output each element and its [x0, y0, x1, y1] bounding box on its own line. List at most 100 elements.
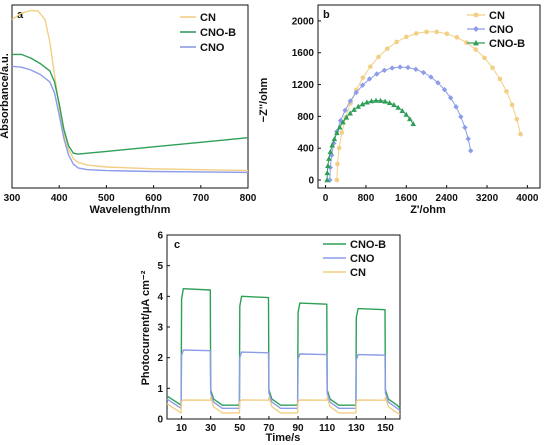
panel-b-point-cn: [490, 65, 495, 71]
panel-b-point-cn: [473, 47, 479, 52]
panel-b-point-cno: [458, 114, 464, 120]
panel-b-xtick-label: 1600: [395, 193, 418, 204]
panel-b-point-cno-b: [407, 116, 413, 122]
panel-a-xtick-label: 300: [4, 193, 21, 204]
panel-b-point-cno-b: [373, 97, 379, 103]
panel-b-point-cno: [441, 87, 448, 93]
panel-c-series-cno-b: [166, 288, 401, 409]
panel-c-ytick-label: 3: [157, 323, 163, 334]
panel-b-point-cn: [384, 46, 390, 51]
panel-b-point-cn: [518, 131, 523, 137]
panel-c-legend-label: CNO-B: [350, 239, 386, 251]
panel-b-xtick-label: 0: [323, 193, 329, 204]
panel-b-ytick-label: 1200: [292, 80, 315, 91]
panel-b-point-cno: [468, 148, 474, 154]
panel-b-point-cno-b: [399, 107, 406, 113]
panel-c-ytick-label: 2: [157, 353, 163, 364]
panel-a-xtick-label: 400: [51, 193, 68, 204]
panel-b-point-cno-b: [386, 99, 393, 106]
panel-a-series-cno: [11, 65, 249, 174]
panel-b-point-cn: [336, 145, 342, 151]
panel-b-xlabel: Z'/ohm: [410, 204, 446, 216]
panel-c-ytick-label: 4: [157, 292, 163, 303]
panel-b-legend-label: CNO-B: [489, 38, 525, 50]
panel-b-ytick-label: 1600: [292, 48, 315, 59]
panel-b-ytick-label: 400: [297, 144, 314, 155]
panel-b-point-cn: [368, 64, 373, 69]
panel-b-point-cno-b: [324, 170, 331, 176]
panel-b-point-cno: [435, 80, 441, 86]
panel-c-xlabel: Time/s: [266, 432, 301, 444]
panel-b-point-cn: [339, 130, 345, 135]
panel-b-point-cno-b: [334, 130, 340, 136]
panel-c-letter: c: [174, 239, 180, 251]
panel-b-chart: b 0 800 1600 2400 3200 4000 0 400 800 1200 1600 20…: [258, 4, 541, 216]
panel-c-chart: c 10 30 50 70 90 110 130 150 0 1 2 3 4 5 6 Time/s Pho…: [140, 231, 401, 444]
panel-b-xtick-label: 3200: [476, 193, 499, 204]
panel-b-xtick-label: 4000: [516, 193, 539, 204]
panel-b-point-cno-b: [359, 101, 366, 107]
panel-c-xtick-label: 110: [319, 423, 336, 434]
panel-a-xtick-label: 500: [98, 193, 115, 204]
panel-b-ytick-label: 800: [297, 112, 314, 123]
panel-b-point-cn: [497, 76, 503, 82]
panel-b-point-cno: [347, 98, 354, 104]
panel-c-xtick-label: 10: [176, 423, 188, 434]
panel-b-legend-marker: [473, 40, 479, 46]
panel-b-point-cno: [428, 74, 434, 80]
panel-a-xtick-label: 800: [240, 193, 257, 204]
panel-a-series-cn: [11, 9, 249, 172]
panel-b-point-cn: [360, 75, 366, 80]
panel-b-xtick-label: 800: [358, 193, 375, 204]
panel-b-series-cno-line: [329, 66, 472, 181]
panel-b-point-cno: [353, 89, 359, 96]
panel-c-series-cno: [166, 349, 401, 411]
panel-b-point-cno: [342, 107, 348, 114]
panel-b-point-cn: [335, 161, 340, 167]
panel-b-point-cno: [389, 65, 395, 71]
panel-b-point-cn: [444, 31, 450, 37]
panel-c-xtick-label: 90: [293, 423, 305, 434]
panel-c-ylabel: Photocurrent/μA cm⁻²: [140, 270, 152, 385]
panel-b-point-cno-b: [410, 120, 417, 127]
panel-c-series-cn: [166, 396, 401, 415]
panel-b-point-cno-b: [395, 104, 402, 110]
panel-b-frame: [317, 4, 541, 189]
panel-b-point-cno-b: [391, 102, 397, 108]
panel-b-point-cno: [462, 124, 468, 131]
panel-a-letter: a: [17, 9, 24, 21]
panel-b-legend-marker: [473, 12, 479, 18]
panel-b-point-cno-b: [355, 103, 362, 109]
panel-b-point-cn: [464, 40, 469, 45]
panel-a-legend-label: CNO: [200, 42, 225, 54]
panel-a-frame: [11, 4, 249, 189]
panel-b-point-cno: [465, 136, 471, 142]
panel-b-point-cno-b: [324, 177, 330, 183]
panel-b-point-cn: [413, 31, 419, 36]
panel-c-xtick-label: 150: [377, 423, 394, 434]
panel-c-ytick-label: 6: [157, 231, 163, 242]
panel-c-xtick-label: 130: [348, 423, 365, 434]
panel-b-point-cno-b: [327, 149, 334, 155]
panel-b-point-cn: [434, 29, 439, 35]
panel-b-point-cno-b: [351, 106, 357, 112]
panel-c-ytick-label: 1: [157, 384, 163, 395]
panel-a-xtick-label: 600: [145, 193, 162, 204]
panel-b-legend-label: CN: [489, 10, 505, 22]
panel-c-legend-label: CNO: [350, 253, 375, 265]
panel-a-legend-label: CNO-B: [200, 27, 236, 39]
panel-b-point-cno: [413, 66, 419, 73]
panel-b-xtick-label: 2400: [436, 193, 459, 204]
panel-b-point-cn: [394, 39, 399, 45]
panel-b-ytick-label: 2000: [292, 16, 315, 27]
panel-b-point-cno: [453, 104, 459, 110]
panel-b-point-cno-b: [364, 99, 370, 105]
panel-b-point-cno: [397, 64, 403, 70]
panel-b-point-cno: [366, 76, 373, 82]
panel-b-point-cn: [334, 177, 340, 183]
panel-b-point-cno-b: [403, 111, 409, 117]
panel-c-xtick-label: 30: [205, 423, 217, 434]
panel-b-point-cno: [331, 140, 337, 146]
panel-b-point-cno-b: [377, 97, 384, 103]
panel-b-point-cno-b: [326, 155, 332, 161]
